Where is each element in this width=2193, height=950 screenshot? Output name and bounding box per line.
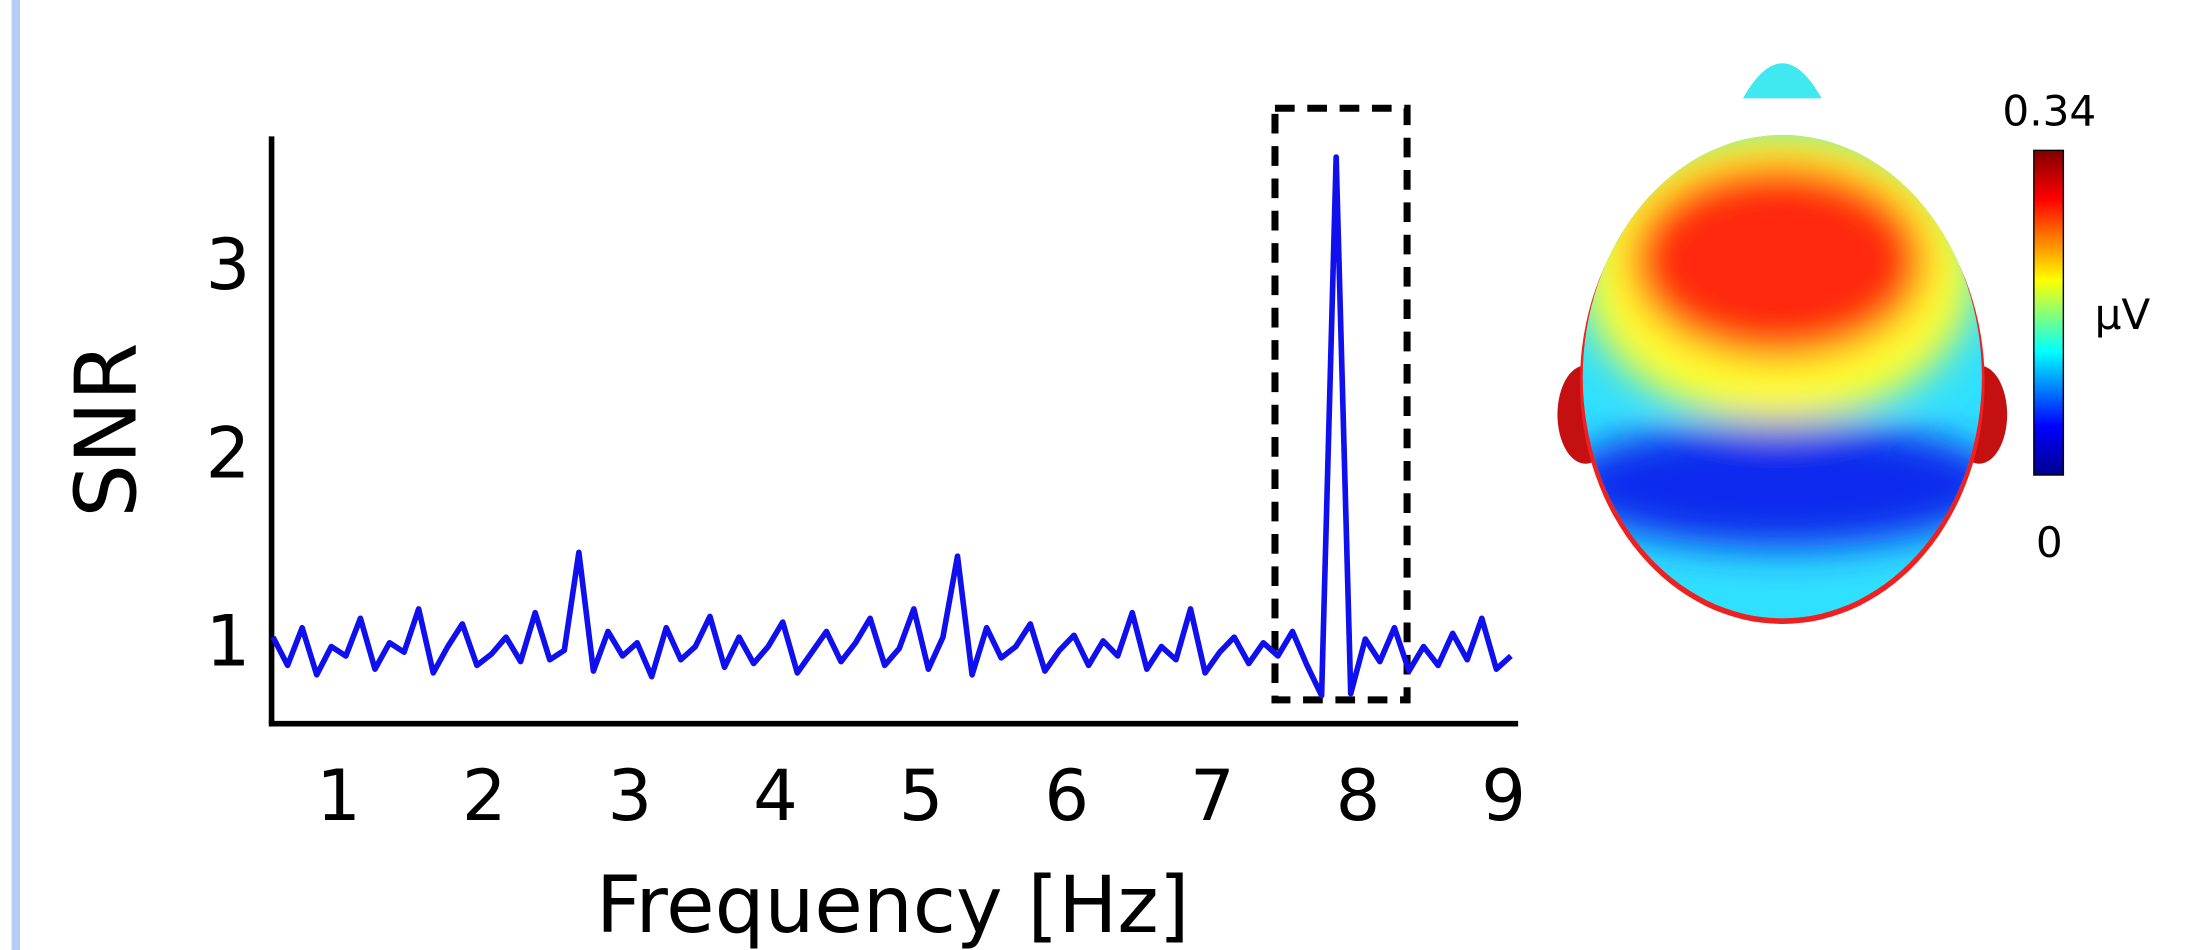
topomap xyxy=(1557,63,2008,624)
x-tick-label: 3 xyxy=(607,755,652,837)
data-line xyxy=(270,154,1513,699)
x-tick-label: 9 xyxy=(1481,755,1526,837)
y-axis-label: SNR xyxy=(58,342,156,517)
x-tick-label: 4 xyxy=(753,755,798,837)
colorbar-tick-label: 0 xyxy=(2036,518,2063,567)
side-bar xyxy=(11,0,21,950)
colorbar-label: μV xyxy=(2095,290,2151,339)
y-tick-label: 3 xyxy=(206,224,251,306)
highlight-box xyxy=(1271,104,1411,704)
y-tick-label: 1 xyxy=(206,601,251,683)
x-tick-label: 1 xyxy=(316,755,361,837)
y-tick-label: 2 xyxy=(206,412,251,494)
x-tick-label: 8 xyxy=(1336,755,1381,837)
x-tick-label: 2 xyxy=(462,755,507,837)
colorbar xyxy=(2033,149,2065,476)
colorbar-tick-label: 0.34 xyxy=(2002,86,2096,135)
x-axis-label: Frequency [Hz] xyxy=(596,859,1189,950)
x-tick-label: 7 xyxy=(1190,755,1235,837)
x-tick-label: 5 xyxy=(899,755,944,837)
x-tick-label: 6 xyxy=(1044,755,1089,837)
